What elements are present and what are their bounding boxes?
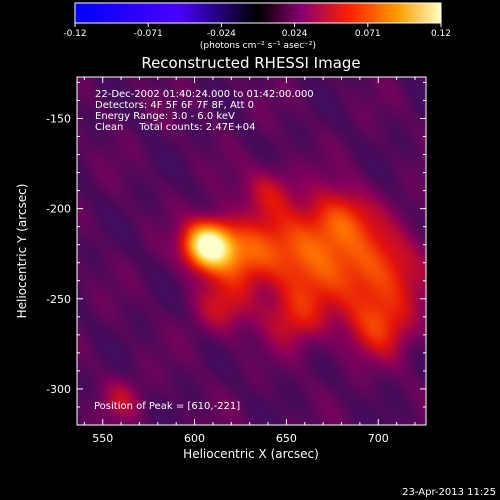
y-tick-label: -250: [46, 293, 71, 306]
colorbar-tick-label: 0.071: [355, 29, 381, 39]
info-clean-counts: Clean Total counts: 2.47E+04: [95, 122, 255, 133]
colorbar-tick-label: -0.024: [207, 29, 236, 39]
y-tick-label: -150: [46, 112, 71, 125]
colorbar-ticks: -0.12 -0.071 -0.024 0.024 0.071 0.12: [63, 23, 451, 39]
colorbar-tick-label: 0.12: [431, 29, 451, 39]
colorbar-tick-label: -0.12: [63, 29, 86, 39]
y-tick-label: -200: [46, 203, 71, 216]
colorbar-unit-label: (photons cm⁻² s⁻¹ asec⁻²): [200, 41, 316, 51]
chart-title: Reconstructed RHESSI Image: [141, 54, 360, 72]
info-block: 22-Dec-2002 01:40:24.000 to 01:42:00.000…: [95, 89, 314, 133]
x-tick-label: 700: [368, 432, 389, 445]
info-detectors: Detectors: 4F 5F 6F 7F 8F, Att 0: [95, 100, 254, 111]
colorbar-tick-label: -0.071: [134, 29, 163, 39]
colorbar: -0.12 -0.071 -0.024 0.024 0.071 0.12 (photons…: [63, 2, 451, 51]
colorbar-tick-label: 0.024: [282, 29, 308, 39]
heatmap-canvas: [77, 77, 426, 425]
x-tick-label: 550: [92, 432, 113, 445]
plot-frame: [76, 76, 427, 426]
y-tick-label: -300: [46, 383, 71, 396]
footer-timestamp: 23-Apr-2013 11:25: [402, 487, 496, 498]
x-axis-label: Heliocentric X (arcsec): [183, 447, 319, 461]
colorbar-gradient: [74, 2, 442, 24]
info-energy-range: Energy Range: 3.0 - 6.0 keV: [95, 111, 235, 122]
x-tick-label: 650: [276, 432, 297, 445]
y-axis-label: Heliocentric Y (arcsec): [15, 184, 29, 319]
peak-position-label: Position of Peak = [610,-221]: [94, 401, 240, 412]
info-time-range: 22-Dec-2002 01:40:24.000 to 01:42:00.000: [95, 89, 314, 100]
axes: 550 600 650 700 -150 -200 -250 -300: [46, 77, 426, 445]
x-tick-label: 600: [184, 432, 205, 445]
heatmap-container: [77, 77, 426, 425]
